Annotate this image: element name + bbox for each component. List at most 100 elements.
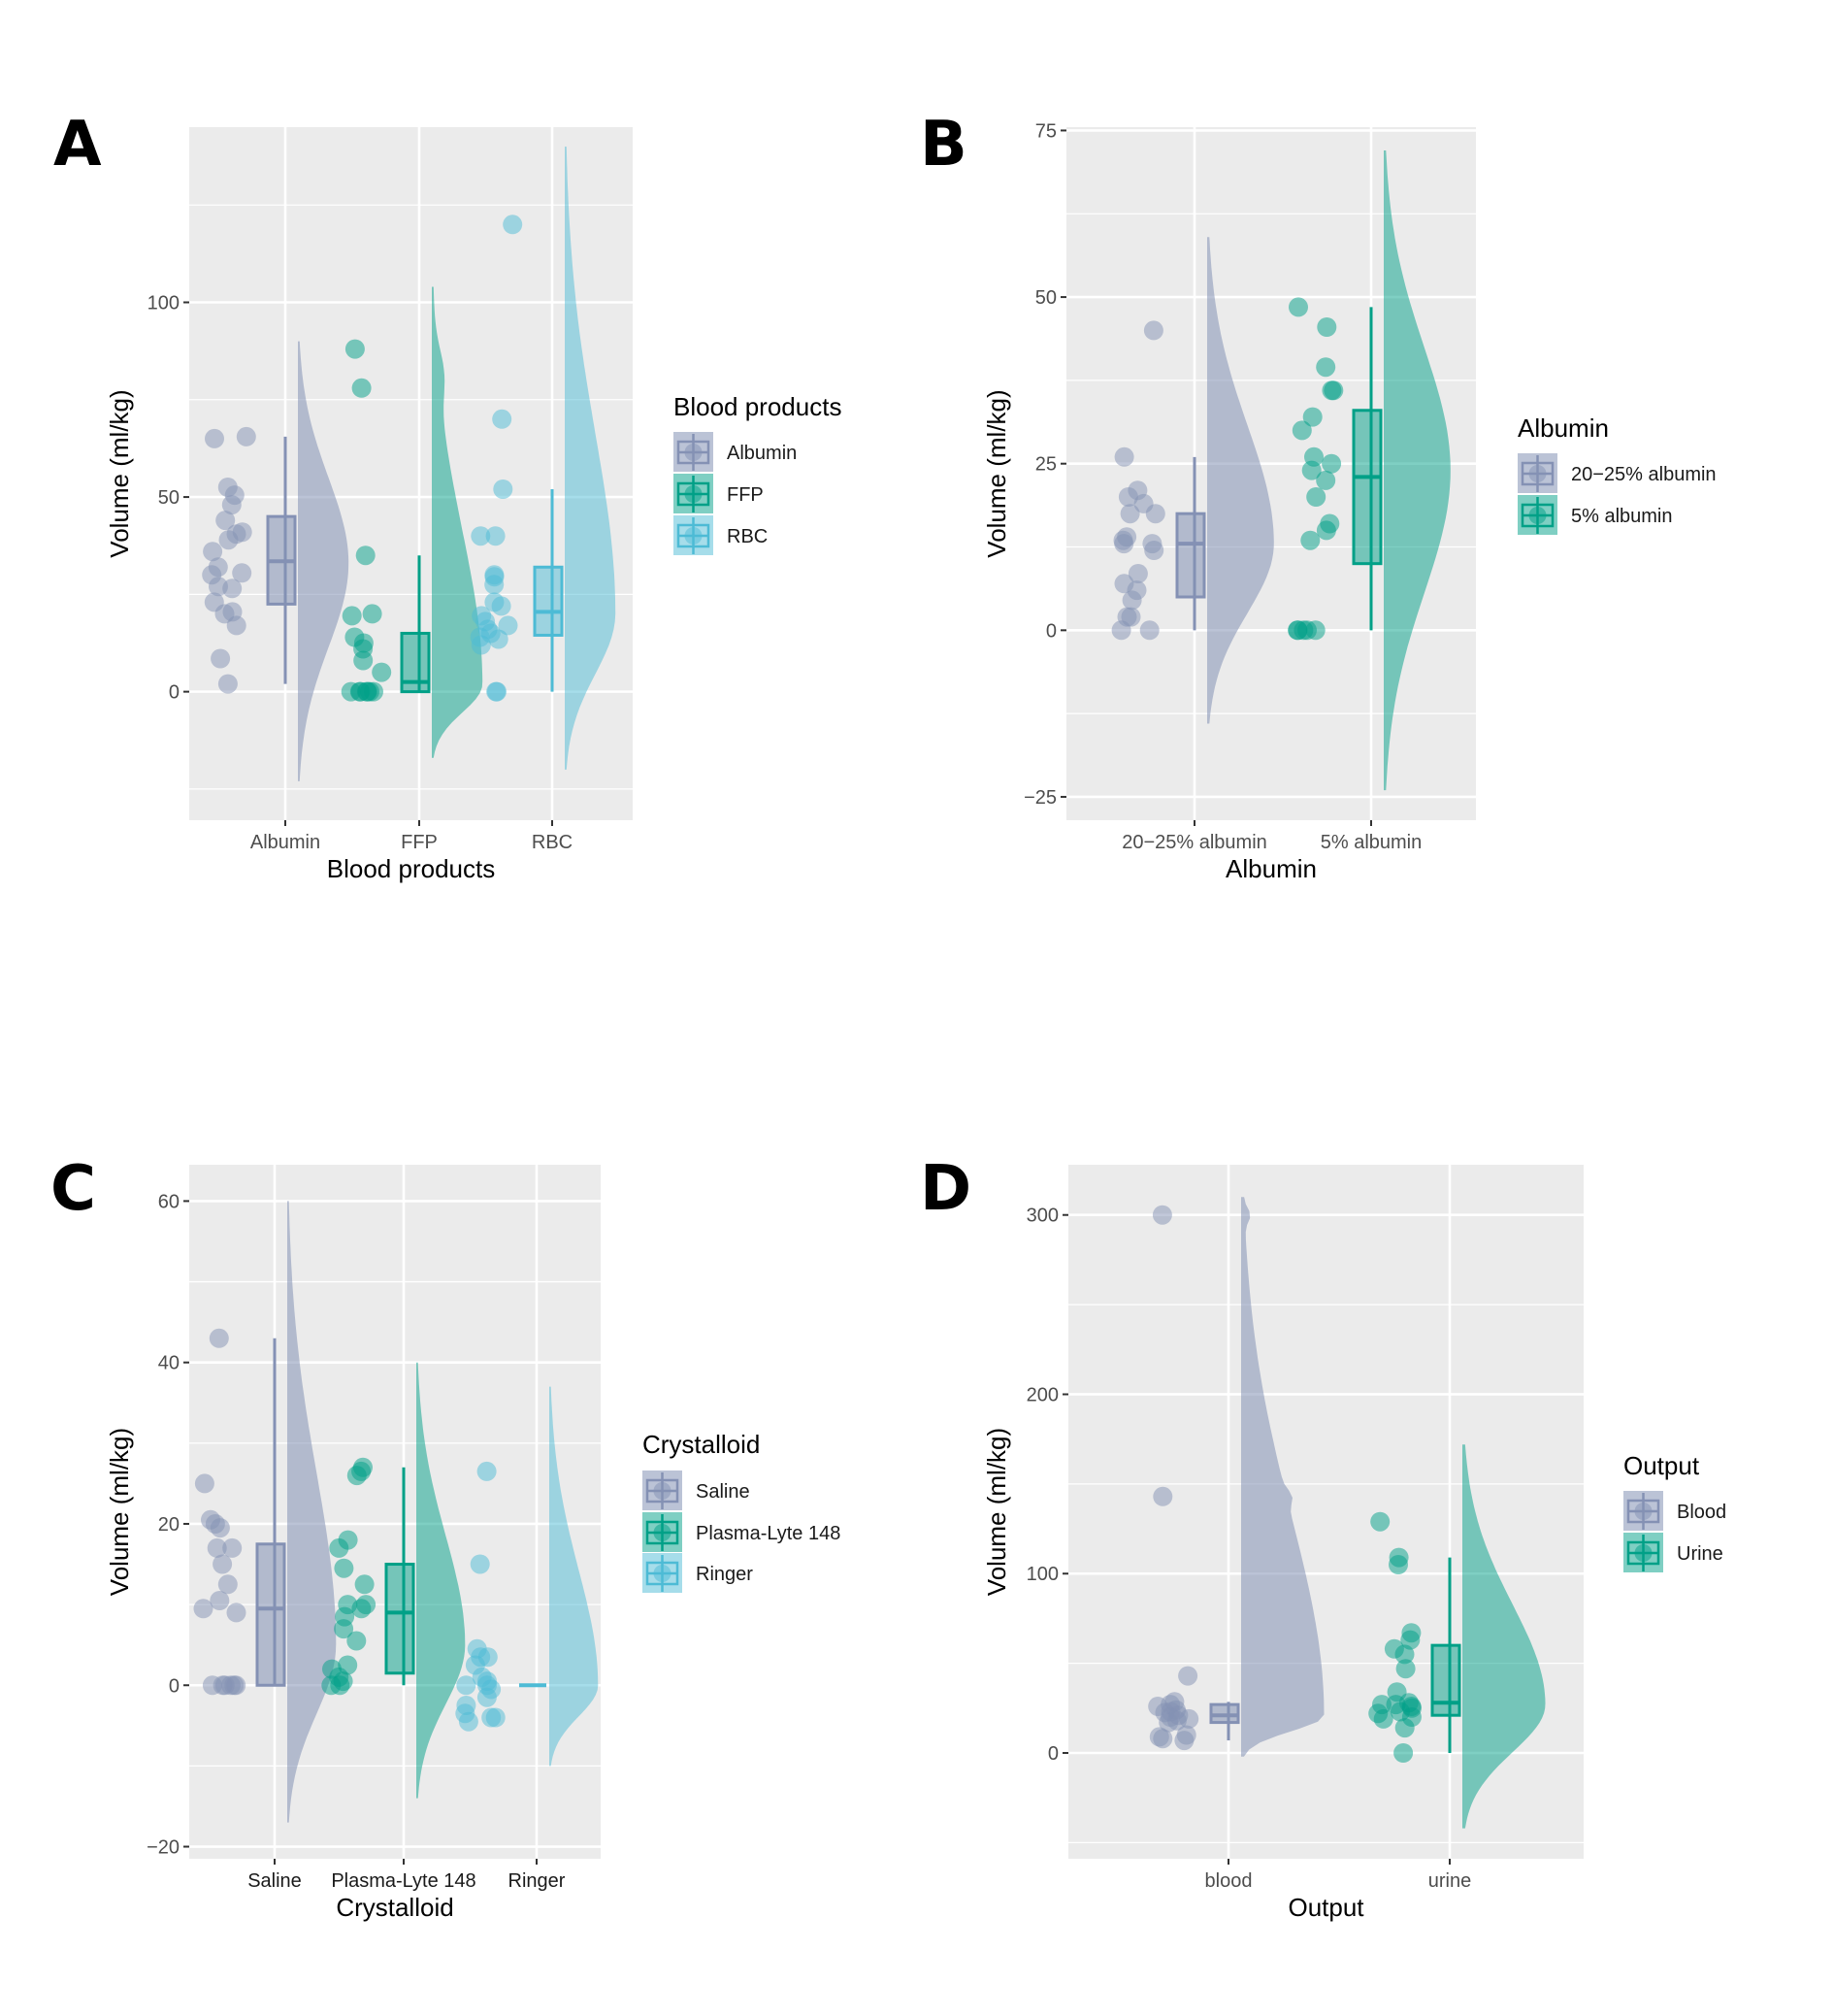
data-point bbox=[346, 1631, 367, 1651]
plot-area-c: −20 0 20 40 60 Saline Plasma-Lyte 148 Ringer Sal… bbox=[147, 1165, 840, 1892]
data-point bbox=[222, 578, 243, 599]
panel-c: C −20 0 20 40 60 Saline Plasma-Lyte 148 Ringer S… bbox=[50, 1153, 840, 1922]
data-point bbox=[1122, 590, 1142, 611]
x-tick-label: RBC bbox=[532, 832, 573, 853]
data-point bbox=[351, 378, 372, 398]
data-point bbox=[334, 1558, 354, 1578]
legend-label: 20−25% albumin bbox=[1571, 464, 1717, 485]
data-point bbox=[1316, 357, 1336, 378]
data-point bbox=[493, 479, 513, 499]
data-point bbox=[1373, 1708, 1393, 1729]
panel-letter-c: C bbox=[50, 1153, 96, 1225]
data-point bbox=[476, 1687, 497, 1707]
data-point bbox=[226, 615, 246, 636]
data-point bbox=[218, 530, 239, 550]
data-point bbox=[1306, 487, 1326, 507]
data-point bbox=[372, 662, 392, 682]
legend-item: FFP bbox=[673, 474, 764, 513]
y-tick-label: 0 bbox=[169, 682, 180, 704]
x-tick-label: FFP bbox=[401, 832, 438, 853]
data-point bbox=[210, 1518, 230, 1538]
legend-item: RBC bbox=[673, 515, 768, 555]
legend-label: Saline bbox=[696, 1481, 750, 1503]
panel-a: A 0 50 100 Albumin FFP RBC Albumin FFP RBC Blood… bbox=[53, 109, 841, 883]
data-point bbox=[1120, 504, 1140, 524]
y-axis-title-b: Volume (ml/kg) bbox=[982, 389, 1011, 557]
box-iqr bbox=[1352, 409, 1383, 566]
data-point bbox=[215, 511, 236, 531]
y-tick-label: 0 bbox=[169, 1675, 180, 1697]
data-point bbox=[1389, 1555, 1408, 1574]
y-tick-label: 300 bbox=[1027, 1206, 1059, 1227]
data-point bbox=[491, 596, 511, 616]
density-half-violin bbox=[549, 1386, 599, 1767]
data-point bbox=[1143, 320, 1163, 341]
y-tick-label: 200 bbox=[1027, 1384, 1059, 1405]
data-point bbox=[334, 1619, 354, 1639]
legend-label: Albumin bbox=[727, 443, 797, 464]
y-tick-label: 75 bbox=[1035, 120, 1057, 142]
legend-item: Albumin bbox=[673, 432, 797, 472]
density-half-violin bbox=[1462, 1444, 1546, 1829]
legend-label: Plasma-Lyte 148 bbox=[696, 1523, 840, 1544]
data-point bbox=[211, 648, 231, 669]
data-point bbox=[207, 1537, 227, 1558]
data-point bbox=[1393, 1743, 1414, 1763]
data-point bbox=[1174, 1731, 1195, 1751]
y-tick-label: 25 bbox=[1035, 454, 1057, 476]
data-point bbox=[236, 426, 256, 446]
y-tick-label: 40 bbox=[158, 1353, 180, 1374]
data-point bbox=[1118, 487, 1138, 507]
data-point bbox=[362, 604, 382, 624]
legend-title-d: Output bbox=[1623, 1451, 1700, 1480]
data-point bbox=[344, 339, 365, 359]
y-tick-label: 100 bbox=[147, 293, 180, 314]
data-point bbox=[364, 681, 383, 702]
data-point bbox=[1302, 407, 1323, 427]
data-point bbox=[330, 1675, 350, 1696]
legend-item: Ringer bbox=[642, 1553, 753, 1593]
data-point bbox=[205, 428, 224, 448]
data-point bbox=[355, 545, 376, 566]
data-point bbox=[193, 1599, 213, 1619]
data-point bbox=[351, 1461, 372, 1481]
data-point bbox=[342, 606, 362, 626]
data-point bbox=[471, 526, 491, 546]
data-point bbox=[213, 1554, 233, 1574]
plot-area-a: 0 50 100 Albumin FFP RBC Albumin FFP RBC bbox=[147, 127, 797, 853]
data-point bbox=[1394, 1718, 1415, 1738]
plot-area-b: −25 0 25 50 75 20−25% albumin 5% albumin 20−25%… bbox=[1024, 120, 1717, 853]
x-tick-label: Ringer bbox=[508, 1870, 566, 1892]
legend-item: 5% albumin bbox=[1518, 495, 1673, 535]
data-point bbox=[1316, 470, 1336, 490]
legend-label: Ringer bbox=[696, 1564, 753, 1585]
data-point bbox=[1289, 297, 1308, 317]
density-half-violin bbox=[565, 147, 616, 770]
legend-item: Saline bbox=[642, 1471, 750, 1510]
legend-item: 20−25% albumin bbox=[1518, 453, 1717, 493]
x-axis-title-c: Crystalloid bbox=[336, 1893, 453, 1922]
data-point bbox=[351, 1599, 372, 1619]
data-point bbox=[498, 615, 518, 636]
panel-b: B −25 0 25 50 75 20−25% albumin 5% albumin 20−2… bbox=[920, 109, 1717, 883]
density-half-violin bbox=[1241, 1197, 1325, 1757]
data-point bbox=[1139, 620, 1160, 641]
data-point bbox=[1144, 541, 1164, 560]
y-tick-label: −20 bbox=[147, 1837, 180, 1859]
data-point bbox=[1159, 1712, 1179, 1733]
data-point bbox=[1322, 380, 1342, 401]
data-point bbox=[1370, 1511, 1391, 1532]
data-point bbox=[484, 575, 505, 595]
data-point bbox=[1394, 1644, 1415, 1665]
legend-label: 5% albumin bbox=[1571, 506, 1673, 527]
data-point bbox=[226, 1603, 246, 1623]
data-point bbox=[476, 1461, 497, 1481]
density-half-violin bbox=[432, 286, 483, 758]
box-iqr bbox=[533, 565, 564, 637]
data-point bbox=[1301, 460, 1322, 480]
data-point bbox=[217, 674, 238, 694]
data-point bbox=[232, 563, 252, 583]
data-point bbox=[203, 542, 223, 562]
data-point bbox=[1292, 420, 1312, 441]
data-point bbox=[492, 409, 512, 429]
